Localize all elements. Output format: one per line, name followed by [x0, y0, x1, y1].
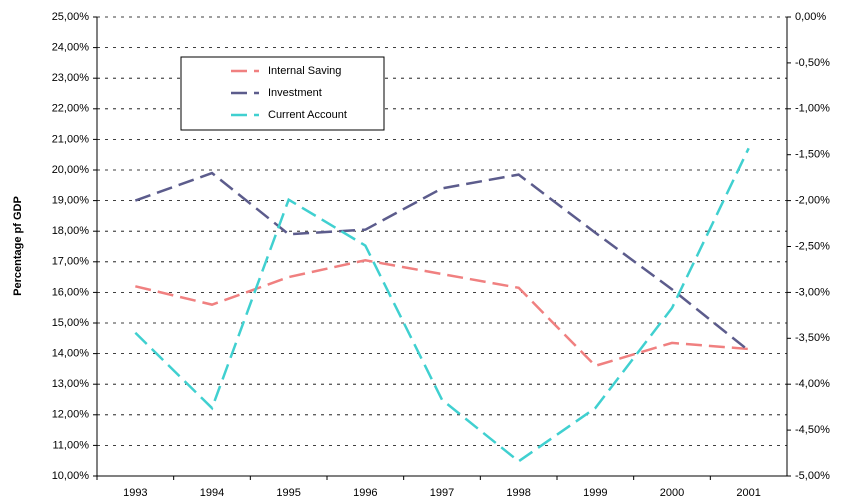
y-tick-label: 10,00% [52, 470, 90, 482]
y-tick-label: 14,00% [52, 348, 90, 360]
y-tick-label: 15,00% [52, 317, 90, 329]
legend-label: Current Account [268, 109, 347, 121]
y-tick-label: 16,00% [52, 286, 90, 298]
x-tick-label: 1998 [506, 487, 530, 499]
x-tick-label: 1993 [123, 487, 147, 499]
y2-tick-label: -5,00% [795, 470, 830, 482]
legend-box [180, 56, 385, 131]
y2-tick-label: -3,50% [795, 332, 830, 344]
x-tick-label: 2001 [736, 487, 760, 499]
y-tick-label: 19,00% [52, 195, 90, 207]
y2-tick-label: -1,00% [795, 103, 830, 115]
y2-tick-label: 0,00% [795, 11, 826, 23]
y-tick-label: 17,00% [52, 256, 90, 268]
y-tick-label: 11,00% [53, 439, 90, 451]
x-tick-label: 2000 [660, 487, 684, 499]
y2-tick-label: -0,50% [795, 57, 830, 69]
y2-tick-label: -1,50% [795, 149, 830, 161]
line-series [134, 147, 750, 463]
x-tick-label: 1995 [276, 487, 300, 499]
y2-tick-label: -4,50% [795, 424, 830, 436]
x-tick-label: 1996 [353, 487, 377, 499]
line-series [135, 258, 749, 368]
line-series [134, 171, 750, 352]
x-tick-label: 1999 [583, 487, 607, 499]
legend-label: Investment [268, 87, 322, 99]
y2-tick-label: -2,50% [795, 240, 830, 252]
y-tick-label: 21,00% [52, 133, 90, 145]
x-tick-label: 1994 [200, 487, 224, 499]
y-tick-label: 12,00% [52, 409, 90, 421]
y-tick-label: 20,00% [52, 164, 90, 176]
y2-tick-label: -3,00% [795, 286, 830, 298]
y2-tick-label: -4,00% [795, 378, 830, 390]
y-axis-label: Percentage pf GDP [12, 196, 24, 296]
legend-label: Internal Saving [268, 65, 341, 77]
y-tick-label: 22,00% [52, 103, 90, 115]
y-tick-label: 23,00% [52, 72, 90, 84]
y-tick-label: 25,00% [52, 11, 90, 23]
x-tick-label: 1997 [430, 487, 454, 499]
y-tick-label: 13,00% [52, 378, 90, 390]
y-tick-label: 24,00% [52, 42, 90, 54]
y-tick-label: 18,00% [52, 225, 90, 237]
y2-tick-label: -2,00% [795, 195, 830, 207]
